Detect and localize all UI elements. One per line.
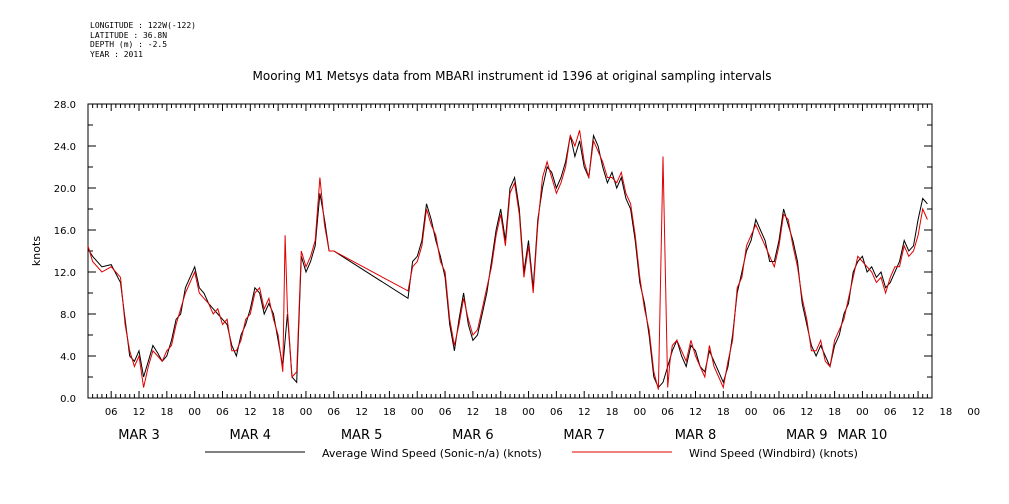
- x-tick-label: 18: [940, 407, 953, 418]
- x-tick-label: 06: [884, 407, 897, 418]
- x-tick-label: 06: [550, 407, 563, 418]
- legend-label-2: Wind Speed (Windbird) (knots): [689, 447, 858, 460]
- x-tick-label: 06: [216, 407, 229, 418]
- x-tick-label: 06: [661, 407, 674, 418]
- chart-title: Mooring M1 Metsys data from MBARI instru…: [253, 69, 772, 83]
- x-tick-label: 18: [606, 407, 619, 418]
- x-tick-label: 00: [856, 407, 869, 418]
- x-tick-label: 12: [355, 407, 368, 418]
- y-tick-label: 4.0: [60, 352, 76, 363]
- x-tick-label: 12: [689, 407, 702, 418]
- series-line-1: [87, 133, 928, 389]
- series-line-2: [87, 130, 928, 390]
- x-day-label: MAR 4: [230, 428, 272, 443]
- x-tick-label: 12: [800, 407, 813, 418]
- x-tick-label: 00: [967, 407, 980, 418]
- x-tick-label: 12: [133, 407, 146, 418]
- x-tick-label: 00: [188, 407, 201, 418]
- x-tick-label: 12: [578, 407, 591, 418]
- x-tick-label: 00: [522, 407, 535, 418]
- x-tick-label: 18: [160, 407, 173, 418]
- y-tick-label: 20.0: [54, 184, 76, 195]
- x-tick-label: 00: [411, 407, 424, 418]
- x-tick-label: 00: [300, 407, 313, 418]
- x-tick-label: 18: [828, 407, 841, 418]
- y-tick-label: 16.0: [54, 226, 76, 237]
- metadata-block: LONGITUDE : 122W(-122) LATITUDE : 36.8N …: [90, 21, 196, 59]
- longitude-text: LONGITUDE : 122W(-122): [90, 21, 196, 30]
- axes-layer: 0.0 4.0 8.0 12.0 16.0 20.0 24.0 28.0 06 12 18 00 06 1…: [54, 100, 980, 443]
- x-tick-label: 18: [272, 407, 285, 418]
- x-day-label: MAR 5: [341, 428, 383, 443]
- legend: Average Wind Speed (Sonic-n/a) (knots) Wi…: [205, 447, 858, 460]
- x-day-label: MAR 3: [118, 428, 160, 443]
- x-tick-label: 06: [773, 407, 786, 418]
- y-axis-label: knots: [30, 236, 43, 266]
- x-day-label: MAR 8: [675, 428, 717, 443]
- x-tick-label: 06: [327, 407, 340, 418]
- x-day-label: MAR 6: [452, 428, 494, 443]
- x-tick-label: 12: [467, 407, 480, 418]
- depth-text: DEPTH (m) : -2.5: [90, 40, 168, 49]
- x-day-label: MAR 10: [838, 428, 888, 443]
- x-tick-label: 00: [633, 407, 646, 418]
- x-tick-label: 00: [745, 407, 758, 418]
- x-tick-label: 06: [105, 407, 118, 418]
- x-tick-label: 12: [912, 407, 925, 418]
- x-tick-label: 06: [439, 407, 452, 418]
- year-text: YEAR : 2011: [90, 49, 143, 59]
- x-day-label: MAR 7: [563, 428, 605, 443]
- plot-frame: [87, 103, 933, 399]
- x-tick-label: 18: [383, 407, 396, 418]
- y-tick-label: 0.0: [60, 394, 76, 405]
- y-tick-label: 28.0: [54, 100, 76, 111]
- series-layer: [87, 130, 928, 390]
- y-tick-label: 24.0: [54, 142, 76, 153]
- y-tick-label: 12.0: [54, 268, 76, 279]
- x-tick-label: 12: [244, 407, 257, 418]
- latitude-text: LATITUDE : 36.8N: [90, 30, 168, 40]
- x-tick-label: 18: [717, 407, 730, 418]
- legend-label-1: Average Wind Speed (Sonic-n/a) (knots): [322, 447, 542, 460]
- x-tick-label: 18: [494, 407, 507, 418]
- y-tick-label: 8.0: [60, 310, 76, 321]
- x-day-label: MAR 9: [786, 428, 828, 443]
